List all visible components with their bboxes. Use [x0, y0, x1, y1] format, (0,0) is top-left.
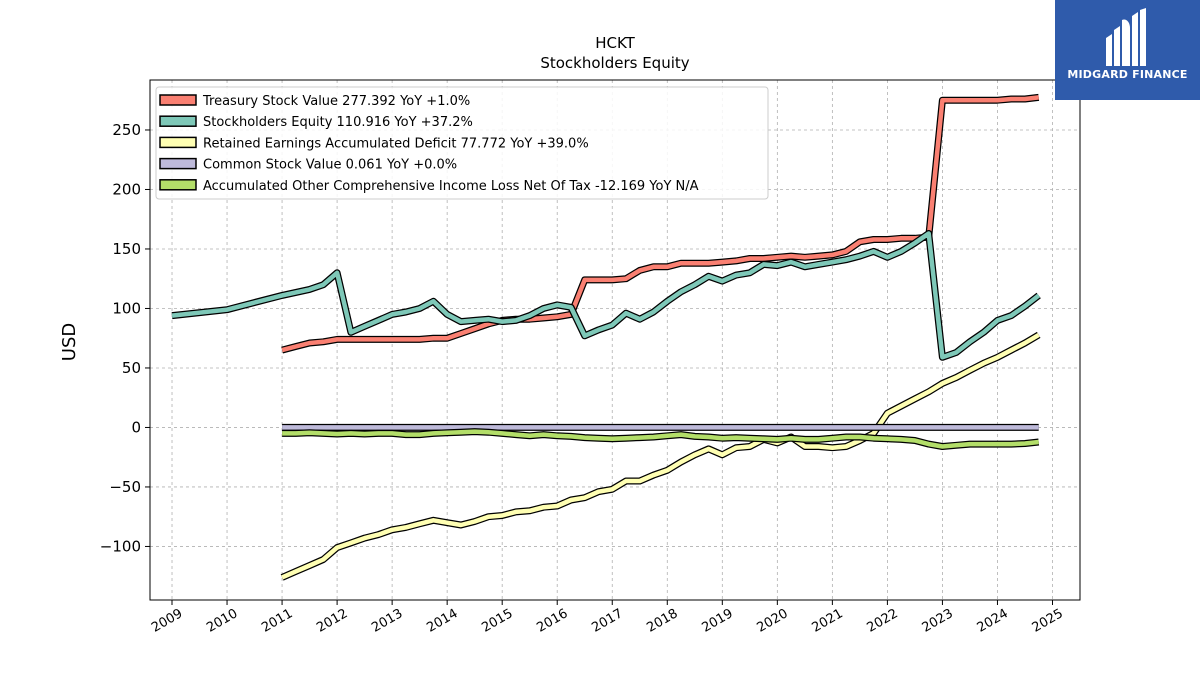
x-tick-label: 2016: [534, 606, 570, 636]
x-tick-label: 2021: [810, 606, 846, 636]
series-line-outline: [280, 331, 1041, 581]
legend-entry: Treasury Stock Value 277.392 YoY +1.0%: [202, 94, 470, 109]
brand-logo: MIDGARD FINANCE: [1055, 0, 1200, 100]
y-tick-label: 250: [112, 121, 141, 139]
series-1: [281, 93, 1040, 354]
x-tick-label: 2014: [424, 606, 460, 636]
legend-box: [155, 86, 769, 200]
legend-swatch: [159, 94, 197, 106]
series-3: [280, 331, 1041, 581]
series-5: [282, 428, 1040, 450]
x-tick-label: 2022: [865, 606, 901, 636]
series-2: [171, 230, 1041, 361]
legend-swatch: [159, 115, 197, 127]
x-axis: 2009 2010 2011 2012 2013 2014 2015 2016 2017 2018…: [149, 600, 1066, 636]
legend-swatch: [159, 179, 197, 191]
y-tick-label: 0: [131, 418, 141, 436]
y-tick-label: 100: [112, 299, 141, 317]
legend-entry: Common Stock Value 0.061 YoY +0.0%: [203, 158, 457, 173]
x-tick-label: 2020: [755, 606, 791, 636]
legend-entry: Accumulated Other Comprehensive Income L…: [203, 179, 699, 194]
title-block: HCKT Stockholders Equity: [540, 34, 689, 72]
x-tick-label: 2012: [314, 606, 350, 636]
y-tick-label: −50: [109, 478, 141, 496]
logo-mark-icon: [1106, 8, 1146, 66]
y-tick-label: 150: [112, 240, 141, 258]
plot-frame: [149, 79, 1081, 601]
legend-entry: Retained Earnings Accumulated Deficit 77…: [203, 136, 589, 151]
x-tick-label: 2013: [369, 606, 405, 636]
x-tick-label: 2015: [479, 606, 515, 636]
series-line-outline: [171, 230, 1041, 361]
legend-swatch: [159, 157, 197, 170]
chart-subtitle: Stockholders Equity: [540, 54, 689, 72]
x-tick-label: 2025: [1030, 606, 1066, 636]
series-line: [171, 231, 1041, 360]
y-tick-label: 200: [112, 180, 141, 198]
legend-entry: Stockholders Equity 110.916 YoY +37.2%: [203, 115, 473, 130]
x-tick-label: 2018: [644, 606, 680, 636]
x-tick-label: 2017: [589, 606, 625, 636]
series-layer: [171, 93, 1041, 581]
series-line: [281, 95, 1039, 353]
y-tick-label: 50: [122, 359, 141, 377]
series-line: [282, 429, 1039, 449]
x-tick-label: 2023: [920, 606, 956, 636]
x-tick-label: 2011: [259, 606, 295, 636]
y-axis-label: USD: [59, 323, 80, 361]
y-axis: −100 −50 0 50 100 150 200 250: [100, 121, 150, 555]
y-tick-label: −100: [100, 537, 141, 555]
chart-title: HCKT: [595, 34, 635, 52]
x-tick-label: 2010: [204, 606, 240, 636]
legend: Treasury Stock Value 277.392 YoY +1.0% St…: [155, 86, 769, 200]
x-tick-label: 2019: [699, 606, 735, 636]
x-tick-label: 2009: [149, 606, 185, 636]
x-tick-label: 2024: [975, 606, 1011, 636]
legend-swatch: [159, 136, 197, 149]
series-line: [281, 332, 1040, 580]
logo-text: MIDGARD FINANCE: [1067, 68, 1188, 81]
